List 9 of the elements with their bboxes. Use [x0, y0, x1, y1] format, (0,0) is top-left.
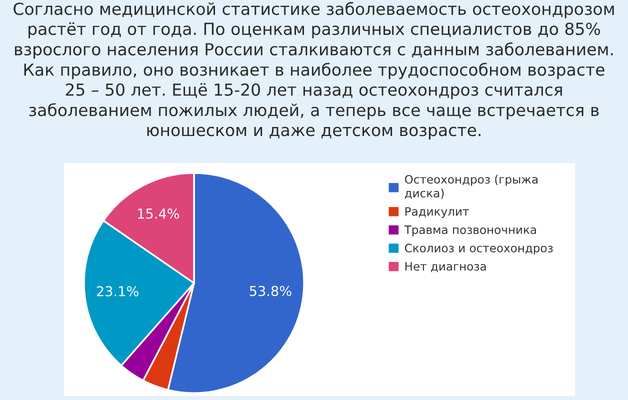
- legend-label: Сколиоз и остеохондроз: [404, 244, 553, 255]
- legend-label: Нет диагноза: [405, 262, 486, 272]
- legend-label: Радикулит: [405, 207, 469, 218]
- data-label: 53.8%: [250, 286, 292, 296]
- legend-label: Травма позвоночника: [404, 226, 536, 236]
- data-label: 15.4%: [138, 208, 180, 219]
- data-label: 23.1%: [96, 286, 138, 296]
- chart-title: Согласно медицинской статистике заболеваемость остеохондрозом растёт год от года. По оценкам различных специалистов до 85% взрослого населения России сталкиваются с данным заболеванием. Как правило, оно возникает в наиболее трудоспособном возрасте 25 – 50 лет. Ещё 15-20 лет назад остеохондроз считался заболеванием пожилых людей, а теперь все чаще встречается в юношеском и даже детском возрасте.: [14, 2, 614, 140]
- legend-label: Остеохондроз (грыжа диска): [404, 174, 538, 199]
